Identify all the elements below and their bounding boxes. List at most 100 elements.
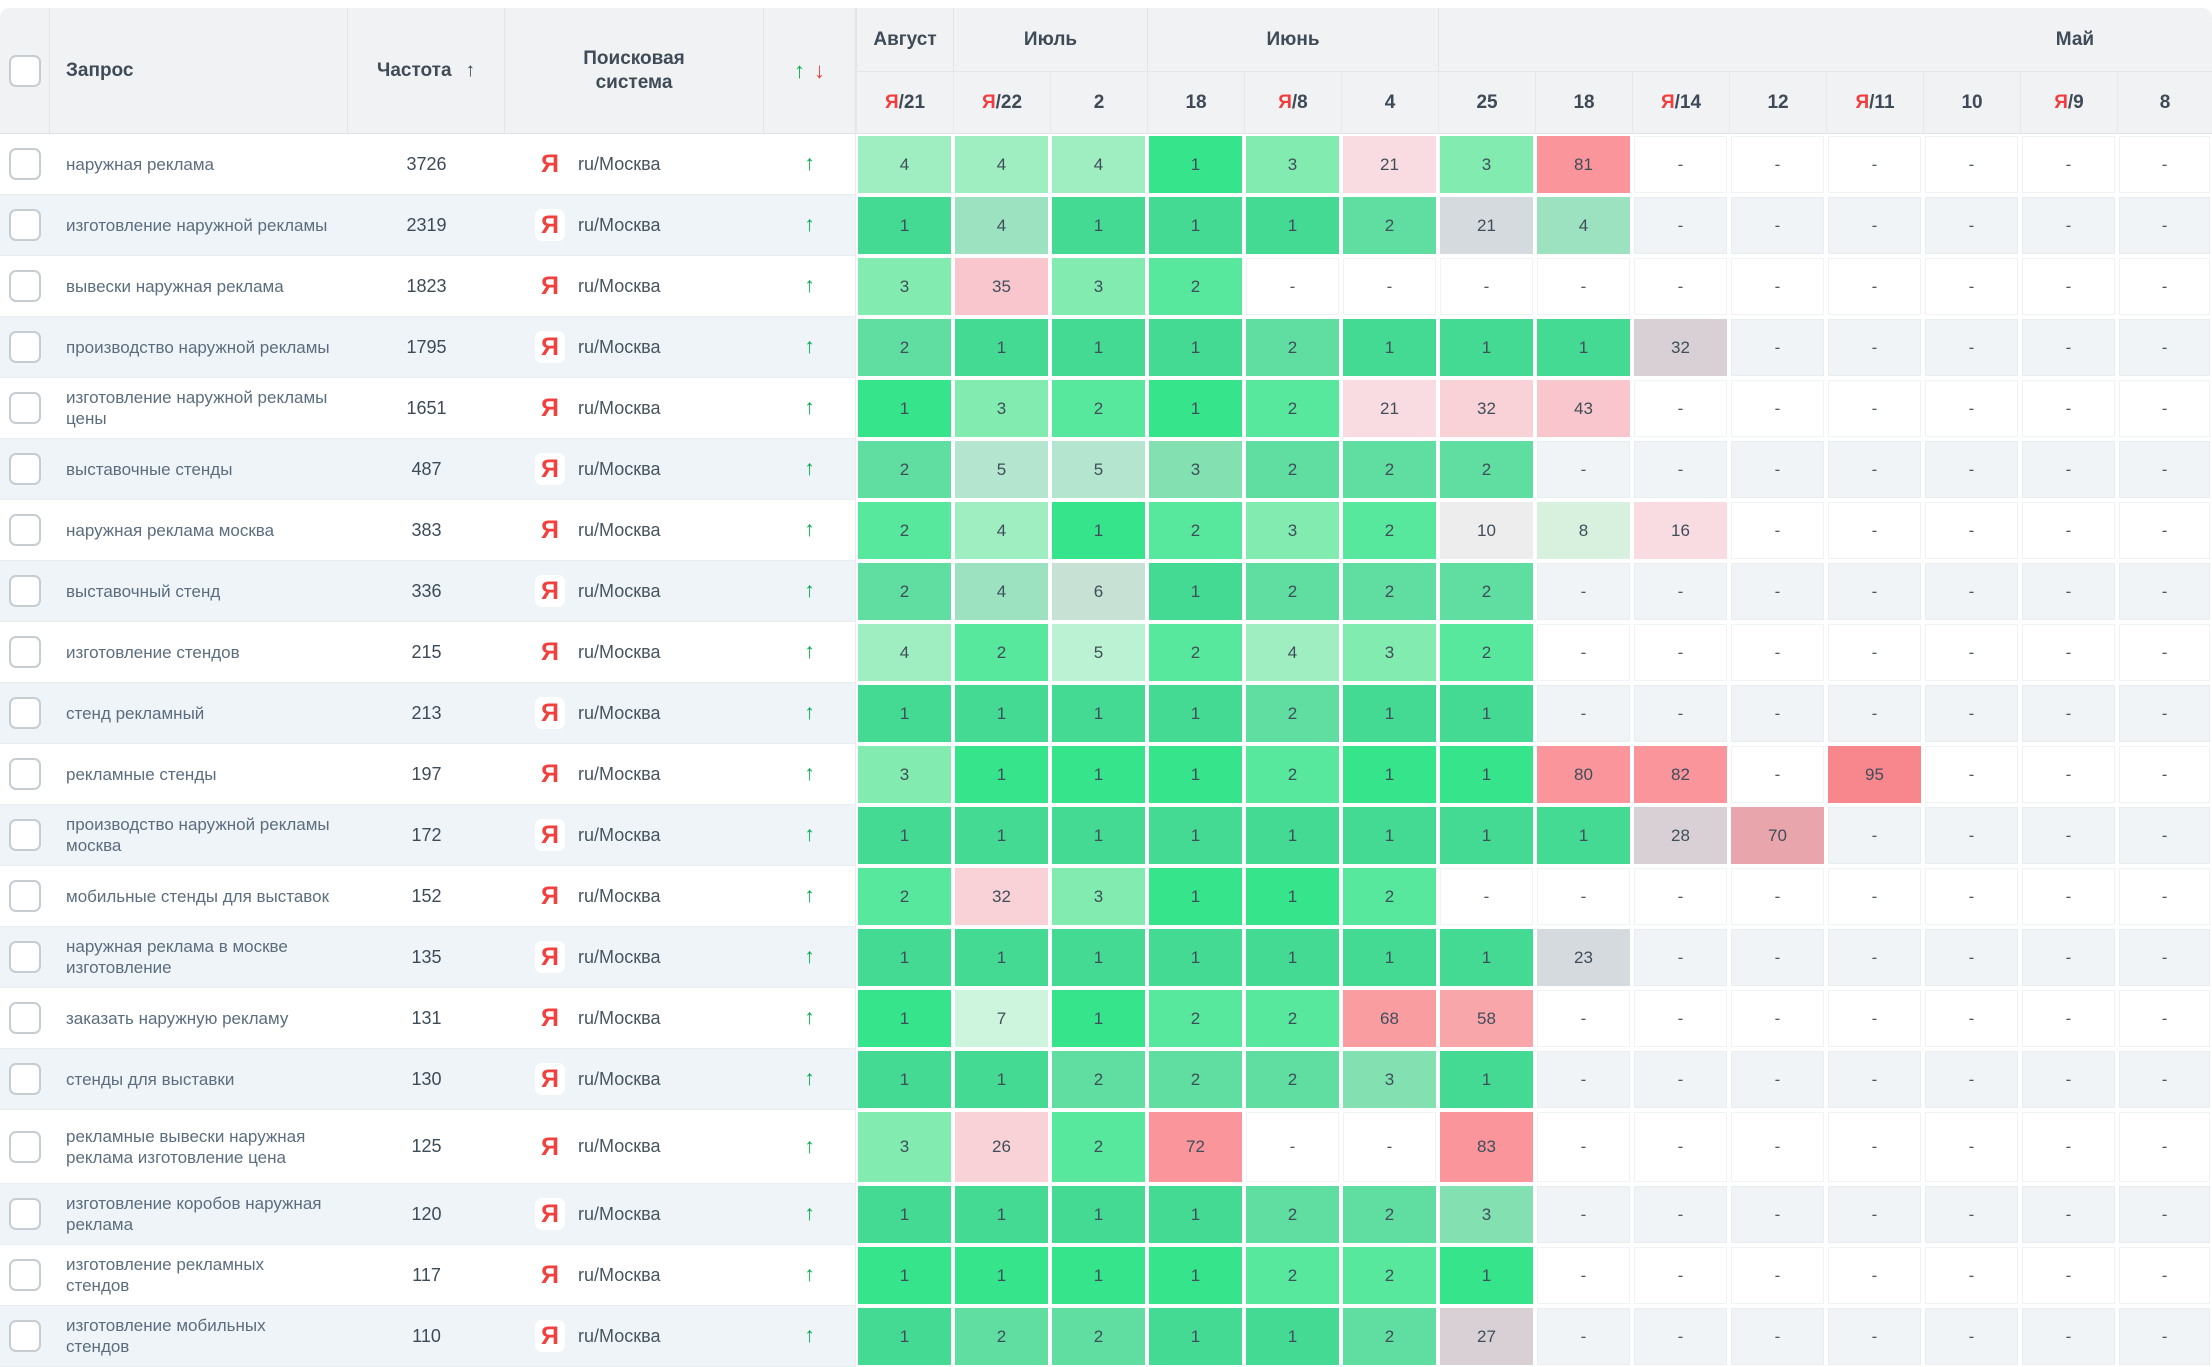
position-cell[interactable]: 1 — [856, 683, 953, 744]
position-cell[interactable]: 72 — [1147, 1110, 1245, 1184]
position-cell[interactable]: 1 — [1341, 805, 1439, 866]
position-cell[interactable]: 2 — [1244, 378, 1342, 439]
position-cell[interactable]: 1 — [1050, 195, 1148, 256]
position-cell[interactable]: 80 — [1535, 744, 1633, 805]
date-column-header[interactable]: 18 — [1147, 72, 1245, 134]
position-cell[interactable]: 16 — [1632, 500, 1730, 561]
position-cell[interactable]: - — [1244, 1110, 1342, 1184]
position-cell[interactable]: - — [1535, 1110, 1633, 1184]
position-cell[interactable]: 2 — [1050, 1049, 1148, 1110]
position-cell[interactable]: - — [2117, 378, 2212, 439]
position-cell[interactable]: - — [1729, 439, 1827, 500]
position-cell[interactable]: 70 — [1729, 805, 1827, 866]
row-checkbox[interactable] — [9, 1063, 41, 1095]
position-cell[interactable]: 7 — [953, 988, 1050, 1049]
date-column-header[interactable]: 4 — [1341, 72, 1439, 134]
position-cell[interactable]: 2 — [1147, 1049, 1245, 1110]
position-cell[interactable]: - — [1535, 256, 1633, 317]
row-checkbox[interactable] — [9, 880, 41, 912]
position-cell[interactable]: 28 — [1632, 805, 1730, 866]
position-cell[interactable]: - — [1923, 683, 2021, 744]
position-cell[interactable]: 1 — [953, 317, 1050, 378]
query-cell[interactable]: изготовление мобильных стендов — [50, 1306, 348, 1367]
date-column-header[interactable]: Я/21 — [856, 72, 953, 134]
position-cell[interactable]: 1 — [1147, 927, 1245, 988]
query-cell[interactable]: стенд рекламный — [50, 683, 348, 744]
position-cell[interactable]: 2 — [1050, 1110, 1148, 1184]
position-cell[interactable]: - — [1826, 805, 1924, 866]
position-cell[interactable]: - — [2020, 1184, 2118, 1245]
query-cell[interactable]: наружная реклама в москве изготовление — [50, 927, 348, 988]
position-cell[interactable]: 2 — [1244, 439, 1342, 500]
position-cell[interactable]: 2 — [856, 866, 953, 927]
position-cell[interactable]: 5 — [1050, 439, 1148, 500]
position-cell[interactable]: - — [1729, 1049, 1827, 1110]
position-cell[interactable]: - — [1923, 1184, 2021, 1245]
position-cell[interactable]: - — [2020, 439, 2118, 500]
position-cell[interactable]: 2 — [856, 439, 953, 500]
position-cell[interactable]: - — [1341, 1110, 1439, 1184]
position-cell[interactable]: 6 — [1050, 561, 1148, 622]
position-cell[interactable]: 32 — [1632, 317, 1730, 378]
position-cell[interactable]: - — [1923, 500, 2021, 561]
position-cell[interactable]: 3 — [1244, 134, 1342, 195]
position-cell[interactable]: - — [1923, 1049, 2021, 1110]
position-cell[interactable]: - — [2117, 805, 2212, 866]
position-cell[interactable]: 2 — [856, 317, 953, 378]
position-cell[interactable]: 2 — [1438, 439, 1536, 500]
position-cell[interactable]: 1 — [856, 1306, 953, 1367]
position-cell[interactable]: - — [1729, 927, 1827, 988]
position-cell[interactable]: - — [1729, 622, 1827, 683]
position-cell[interactable]: - — [1438, 256, 1536, 317]
position-cell[interactable]: 23 — [1535, 927, 1633, 988]
position-cell[interactable]: 26 — [953, 1110, 1050, 1184]
row-checkbox[interactable] — [9, 1320, 41, 1352]
position-cell[interactable]: - — [1923, 439, 2021, 500]
position-cell[interactable]: - — [1826, 1306, 1924, 1367]
position-cell[interactable]: 1 — [856, 195, 953, 256]
position-cell[interactable]: 3 — [1438, 1184, 1536, 1245]
position-cell[interactable]: 4 — [1244, 622, 1342, 683]
position-cell[interactable]: 1 — [1438, 683, 1536, 744]
date-column-header[interactable]: 10 — [1923, 72, 2021, 134]
position-cell[interactable]: 1 — [1050, 500, 1148, 561]
position-cell[interactable]: 2 — [1147, 500, 1245, 561]
position-cell[interactable]: - — [2020, 317, 2118, 378]
position-cell[interactable]: - — [2020, 744, 2118, 805]
position-cell[interactable]: - — [2117, 683, 2212, 744]
position-cell[interactable]: 2 — [1244, 1245, 1342, 1306]
position-cell[interactable]: - — [2020, 805, 2118, 866]
position-cell[interactable]: 1 — [1050, 744, 1148, 805]
position-cell[interactable]: 8 — [1535, 500, 1633, 561]
position-cell[interactable]: 3 — [856, 256, 953, 317]
position-cell[interactable]: - — [2020, 927, 2118, 988]
position-cell[interactable]: - — [1632, 1049, 1730, 1110]
row-checkbox[interactable] — [9, 392, 41, 424]
position-cell[interactable]: 1 — [1147, 744, 1245, 805]
position-cell[interactable]: 1 — [1147, 1306, 1245, 1367]
position-cell[interactable]: - — [1826, 195, 1924, 256]
position-cell[interactable]: 4 — [1535, 195, 1633, 256]
position-cell[interactable]: - — [1535, 683, 1633, 744]
position-cell[interactable]: 1 — [1050, 988, 1148, 1049]
position-cell[interactable]: - — [2020, 988, 2118, 1049]
position-cell[interactable]: - — [2117, 1245, 2212, 1306]
position-cell[interactable]: - — [1923, 1306, 2021, 1367]
row-checkbox[interactable] — [9, 758, 41, 790]
position-cell[interactable]: 1 — [1535, 317, 1633, 378]
row-checkbox[interactable] — [9, 331, 41, 363]
position-cell[interactable]: 1 — [856, 988, 953, 1049]
position-cell[interactable]: 1 — [1147, 195, 1245, 256]
position-cell[interactable]: 1 — [1438, 317, 1536, 378]
position-cell[interactable]: 1 — [856, 1049, 953, 1110]
position-cell[interactable]: - — [1729, 378, 1827, 439]
position-cell[interactable]: 2 — [1050, 378, 1148, 439]
position-cell[interactable]: - — [2020, 622, 2118, 683]
position-cell[interactable]: - — [2020, 256, 2118, 317]
position-cell[interactable]: - — [1729, 988, 1827, 1049]
position-cell[interactable]: - — [1826, 500, 1924, 561]
position-cell[interactable]: 1 — [1147, 317, 1245, 378]
frequency-column-header[interactable]: Частота ↑ — [348, 8, 505, 134]
position-cell[interactable]: - — [2020, 1049, 2118, 1110]
position-cell[interactable]: - — [2117, 561, 2212, 622]
